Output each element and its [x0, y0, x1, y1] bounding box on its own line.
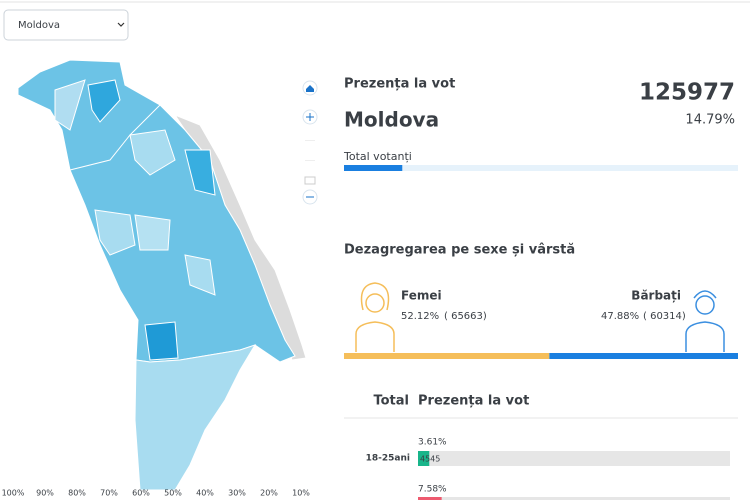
age-group: 18-25ani: [366, 454, 410, 464]
home-icon: [306, 85, 314, 92]
age-count: 4545: [420, 455, 440, 464]
select-chevron: [117, 22, 125, 27]
legend-label: 40%: [196, 489, 214, 498]
region-dark: [184, 149, 216, 196]
legend-label: 50%: [164, 489, 182, 498]
gender-title: Dezagregarea pe sexe și vârstă: [344, 243, 575, 258]
turnout-title: Prezența la vot: [344, 77, 455, 92]
legend-label: 70%: [100, 489, 118, 498]
male-percent: 47.88%: [601, 311, 639, 322]
male-count: ( 60314): [643, 311, 686, 322]
female-percent: 52.12%: [401, 311, 439, 322]
age-percent: 7.58%: [418, 485, 447, 495]
age-bar-fill: [418, 451, 430, 466]
female-bar: [344, 353, 550, 359]
age-bar-track: [418, 497, 730, 500]
region: [184, 254, 216, 296]
region-select[interactable]: Moldova: [3, 9, 129, 41]
region: [134, 214, 171, 251]
legend-label: 100%: [2, 489, 25, 498]
select-value: Moldova: [18, 20, 60, 31]
region-dark: [87, 79, 121, 123]
map-controls: [302, 80, 318, 205]
legend-label: 60%: [132, 489, 150, 498]
male-label: Bărbați: [631, 289, 681, 303]
region-south: [134, 344, 257, 491]
total-voters-label: Total votanți: [343, 150, 412, 163]
legend-label: 90%: [36, 489, 54, 498]
age-bar-fill: [418, 497, 442, 500]
region-north: [17, 59, 296, 363]
female-label: Femei: [401, 289, 442, 303]
turnout-region: Moldova: [344, 108, 439, 132]
region: [94, 209, 136, 256]
male-bar: [549, 353, 738, 359]
legend-label: 30%: [228, 489, 246, 498]
total-bar-fill: [344, 165, 403, 171]
age-bar-track: [418, 451, 730, 466]
map: 100% 90% 80% 70% 60% 50% 40% 30% 20% 10%: [2, 59, 318, 498]
region-dark: [144, 321, 179, 361]
female-icon: [355, 282, 395, 352]
zoom-track: [305, 140, 315, 141]
zoom-handle[interactable]: [304, 176, 316, 185]
map-legend: 100% 90% 80% 70% 60% 50% 40% 30% 20% 10%: [2, 489, 311, 498]
turnout-percent: 14.79%: [685, 113, 735, 128]
legend-label: 20%: [260, 489, 278, 498]
female-count: ( 65663): [444, 311, 487, 322]
legend-label: 10%: [292, 489, 310, 498]
region-borders: [69, 104, 161, 171]
male-icon: [685, 290, 725, 352]
age-percent: 3.61%: [418, 438, 447, 448]
age-header-total: Total: [373, 394, 409, 409]
zoom-track: [305, 160, 315, 161]
select-box[interactable]: [3, 9, 129, 41]
legend-label: 80%: [68, 489, 86, 498]
plus-icon: [306, 113, 314, 121]
turnout-count: 125977: [639, 80, 735, 106]
region: [54, 79, 86, 131]
total-bar-track: [344, 165, 738, 171]
region: [129, 129, 176, 176]
age-header-turnout: Prezența la vot: [418, 394, 529, 409]
